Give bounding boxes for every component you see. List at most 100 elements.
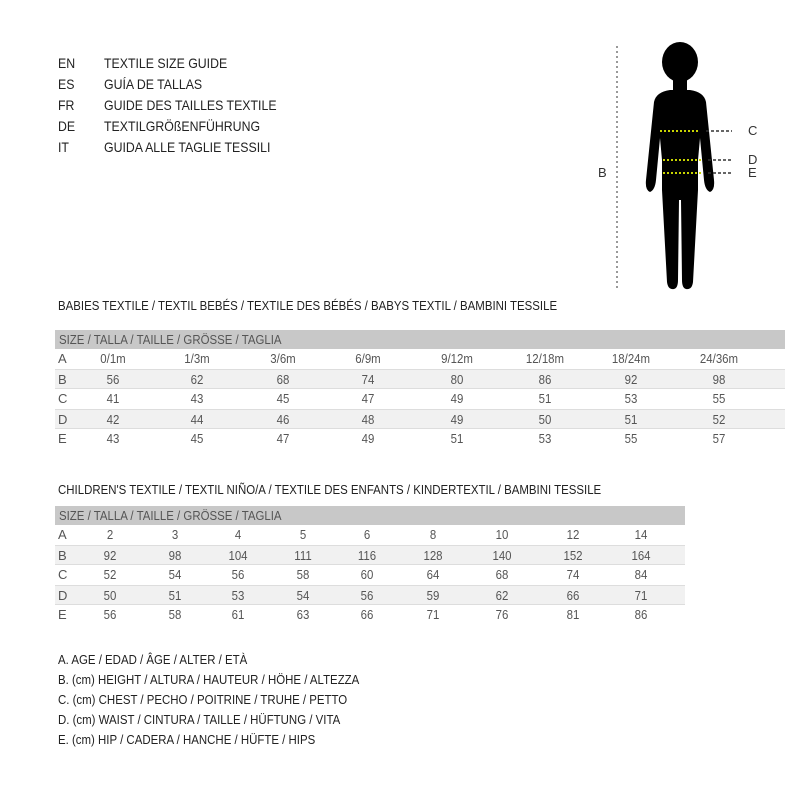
babies-table-header: SIZE / TALLA / TAILLE / GRÖSSE / TAGLIA xyxy=(55,330,785,349)
language-code: ES xyxy=(58,76,75,92)
table-cell: 5 xyxy=(299,527,307,542)
table-cell: 66 xyxy=(566,588,580,603)
table-cell: 6 xyxy=(363,527,371,542)
row-label: B xyxy=(58,372,67,387)
table-cell: 98 xyxy=(168,548,182,563)
table-cell: 62 xyxy=(495,588,509,603)
language-code: DE xyxy=(58,118,76,134)
row-label: C xyxy=(58,567,68,582)
table-cell: 58 xyxy=(296,567,310,582)
table-cell: 140 xyxy=(492,548,512,563)
table-cell: 50 xyxy=(103,588,117,603)
table-cell: 41 xyxy=(106,391,120,406)
babies-header-text: SIZE / TALLA / TAILLE / GRÖSSE / TAGLIA xyxy=(59,332,282,347)
table-cell: 43 xyxy=(106,431,120,446)
label-c: C xyxy=(748,123,758,138)
table-cell: 68 xyxy=(276,372,290,387)
table-cell: 55 xyxy=(712,391,726,406)
table-cell: 61 xyxy=(231,607,245,622)
legend-item: E. (cm) HIP / CADERA / HANCHE / HÜFTE / … xyxy=(58,732,316,747)
guide-title: TEXTILE SIZE GUIDE xyxy=(104,55,228,71)
table-cell: 68 xyxy=(495,567,509,582)
table-cell: 8 xyxy=(429,527,437,542)
table-row-c: C 52 54 56 58 60 64 68 74 84 xyxy=(55,565,685,585)
legend-item: C. (cm) CHEST / PECHO / POITRINE / TRUHE… xyxy=(58,692,348,707)
table-cell: 63 xyxy=(296,607,310,622)
table-cell: 4 xyxy=(234,527,242,542)
table-cell: 116 xyxy=(357,548,377,563)
table-cell: 52 xyxy=(103,567,117,582)
child-silhouette-figure xyxy=(616,42,732,290)
table-cell: 51 xyxy=(538,391,552,406)
label-b: B xyxy=(598,165,607,180)
children-section-title: CHILDREN'S TEXTILE / TEXTIL NIÑO/A / TEX… xyxy=(58,482,602,497)
guide-title: GUIDE DES TAILLES TEXTILE xyxy=(104,97,277,113)
table-cell: 53 xyxy=(624,391,638,406)
table-cell: 64 xyxy=(426,567,440,582)
label-e: E xyxy=(748,165,757,180)
table-cell: 53 xyxy=(538,431,552,446)
table-cell: 74 xyxy=(566,567,580,582)
table-cell: 56 xyxy=(106,372,120,387)
table-row-b: B 92 98 104 111 116 128 140 152 164 xyxy=(55,545,685,565)
table-row-e: E 56 58 61 63 66 71 76 81 86 xyxy=(55,605,685,625)
table-row-d: D 42 44 46 48 49 50 51 52 xyxy=(55,409,785,429)
table-cell: 81 xyxy=(566,607,580,622)
table-cell: 3 xyxy=(171,527,179,542)
table-cell: 43 xyxy=(190,391,204,406)
table-cell: 0/1m xyxy=(100,351,126,366)
table-cell: 58 xyxy=(168,607,182,622)
table-cell: 86 xyxy=(634,607,648,622)
table-cell: 54 xyxy=(168,567,182,582)
table-cell: 56 xyxy=(103,607,117,622)
row-label: E xyxy=(58,431,67,446)
table-row-a: A 2 3 4 5 6 8 10 12 14 xyxy=(55,525,685,545)
table-cell: 48 xyxy=(361,412,375,427)
table-cell: 49 xyxy=(361,431,375,446)
table-cell: 44 xyxy=(190,412,204,427)
row-label: A xyxy=(58,351,67,366)
table-cell: 152 xyxy=(563,548,583,563)
guide-title: GUÍA DE TALLAS xyxy=(104,76,203,92)
table-cell: 55 xyxy=(624,431,638,446)
language-code: IT xyxy=(58,139,69,155)
language-code: EN xyxy=(58,55,76,71)
legend-item: A. AGE / EDAD / ÂGE / ALTER / ETÀ xyxy=(58,652,248,667)
table-cell: 9/12m xyxy=(441,351,473,366)
table-cell: 47 xyxy=(276,431,290,446)
table-cell: 76 xyxy=(495,607,509,622)
row-label: A xyxy=(58,527,67,542)
table-cell: 66 xyxy=(360,607,374,622)
table-cell: 71 xyxy=(634,588,648,603)
table-cell: 49 xyxy=(450,412,464,427)
table-cell: 54 xyxy=(296,588,310,603)
guide-title: TEXTILGRÖßENFÜHRUNG xyxy=(104,118,261,134)
children-table-header: SIZE / TALLA / TAILLE / GRÖSSE / TAGLIA xyxy=(55,506,685,525)
table-cell: 45 xyxy=(276,391,290,406)
table-cell: 50 xyxy=(538,412,552,427)
table-cell: 2 xyxy=(106,527,114,542)
babies-section-title: BABIES TEXTILE / TEXTIL BEBÉS / TEXTILE … xyxy=(58,298,558,313)
table-cell: 56 xyxy=(231,567,245,582)
row-label: E xyxy=(58,607,67,622)
table-cell: 51 xyxy=(168,588,182,603)
legend-item: D. (cm) WAIST / CINTURA / TAILLE / HÜFTU… xyxy=(58,712,341,727)
table-cell: 74 xyxy=(361,372,375,387)
table-cell: 104 xyxy=(228,548,248,563)
table-row-a: A 0/1m 1/3m 3/6m 6/9m 9/12m 12/18m 18/24m 24/36m xyxy=(55,349,785,369)
table-cell: 62 xyxy=(190,372,204,387)
row-label: D xyxy=(58,412,68,427)
legend-item: B. (cm) HEIGHT / ALTURA / HAUTEUR / HÖHE… xyxy=(58,672,360,687)
table-cell: 164 xyxy=(631,548,651,563)
table-cell: 12 xyxy=(566,527,580,542)
table-cell: 92 xyxy=(103,548,117,563)
children-header-text: SIZE / TALLA / TAILLE / GRÖSSE / TAGLIA xyxy=(59,508,282,523)
table-cell: 51 xyxy=(450,431,464,446)
table-cell: 45 xyxy=(190,431,204,446)
table-cell: 92 xyxy=(624,372,638,387)
table-cell: 59 xyxy=(426,588,440,603)
table-cell: 71 xyxy=(426,607,440,622)
table-cell: 111 xyxy=(294,548,312,563)
table-cell: 6/9m xyxy=(355,351,381,366)
table-row-d: D 50 51 53 54 56 59 62 66 71 xyxy=(55,585,685,605)
